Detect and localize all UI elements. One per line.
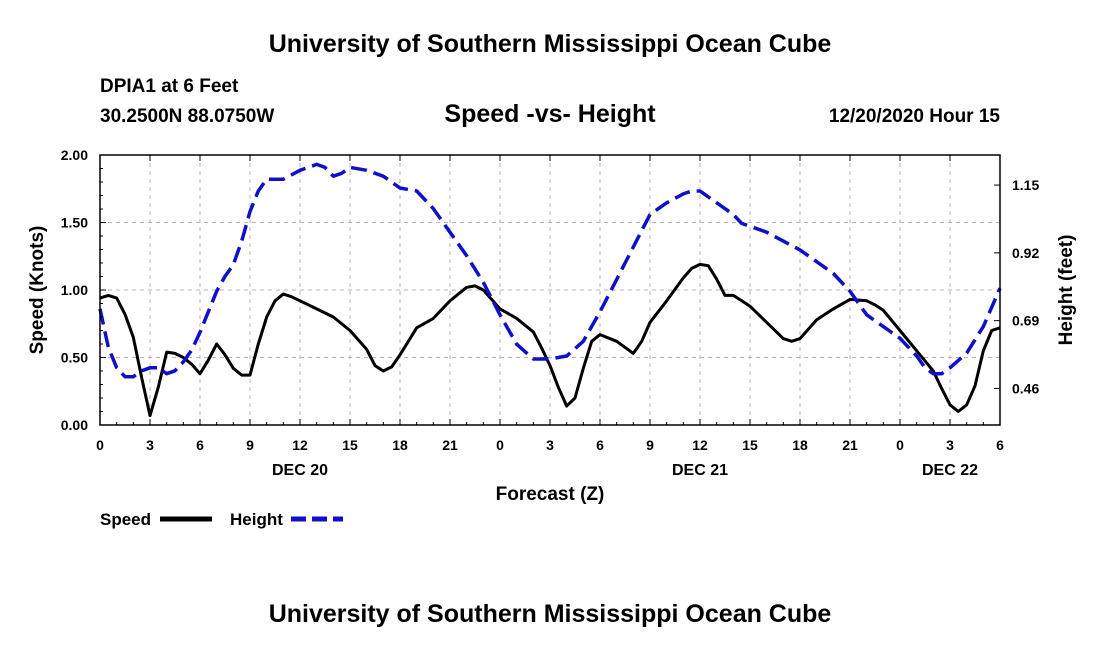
x-tick-label: 21	[442, 437, 458, 453]
x-tick-label: 3	[546, 437, 554, 453]
y-left-tick-label: 0.50	[61, 350, 88, 366]
y-right-tick-label: 1.15	[1012, 177, 1039, 193]
x-axis-label: Forecast (Z)	[496, 484, 605, 505]
x-tick-label: 6	[596, 437, 604, 453]
y-left-tick-label: 1.00	[61, 282, 88, 298]
run-time-label: 12/20/2020 Hour 15	[828, 106, 1000, 127]
y-axis-right-label: Height (feet)	[1056, 235, 1077, 346]
chart-title: Speed -vs- Height	[444, 100, 656, 128]
coordinates-label: 30.2500N 88.0750W	[100, 106, 275, 127]
legend: Speed Height	[100, 510, 343, 529]
x-tick-label: 3	[146, 437, 154, 453]
x-tick-label: 3	[946, 437, 954, 453]
x-tick-label: 0	[96, 437, 104, 453]
y-left-tick-label: 0.00	[61, 417, 88, 433]
y-left-tick-label: 2.00	[61, 147, 88, 163]
legend-speed-label: Speed	[100, 510, 151, 529]
y-left-tick-label: 1.50	[61, 215, 88, 231]
x-tick-label: 15	[342, 437, 358, 453]
date-label: DEC 22	[922, 462, 978, 479]
y-right-tick-label: 0.69	[1012, 313, 1039, 329]
date-label: DEC 21	[672, 462, 728, 479]
y-right-tick-label: 0.92	[1012, 245, 1039, 261]
x-tick-label: 0	[896, 437, 904, 453]
x-tick-label: 9	[646, 437, 654, 453]
speed-series-line	[99, 262, 1001, 418]
x-tick-label: 12	[692, 437, 708, 453]
x-tick-label: 18	[392, 437, 408, 453]
x-tick-label: 18	[792, 437, 808, 453]
y-axis-left-label: Speed (Knots)	[27, 226, 48, 355]
legend-height-label: Height	[230, 510, 283, 529]
x-tick-label: 6	[996, 437, 1004, 453]
y-right-tick-label: 0.46	[1012, 380, 1039, 396]
x-tick-label: 15	[742, 437, 758, 453]
x-tick-label: 9	[246, 437, 254, 453]
footer-title: University of Southern Mississippi Ocean…	[268, 600, 832, 628]
x-tick-label: 6	[196, 437, 204, 453]
x-tick-label: 12	[292, 437, 308, 453]
date-label: DEC 20	[272, 462, 328, 479]
height-series-line	[98, 162, 1002, 379]
station-label: DPIA1 at 6 Feet	[100, 76, 239, 97]
x-tick-label: 21	[842, 437, 858, 453]
page-title: University of Southern Mississippi Ocean…	[268, 30, 832, 58]
x-tick-label: 0	[496, 437, 504, 453]
